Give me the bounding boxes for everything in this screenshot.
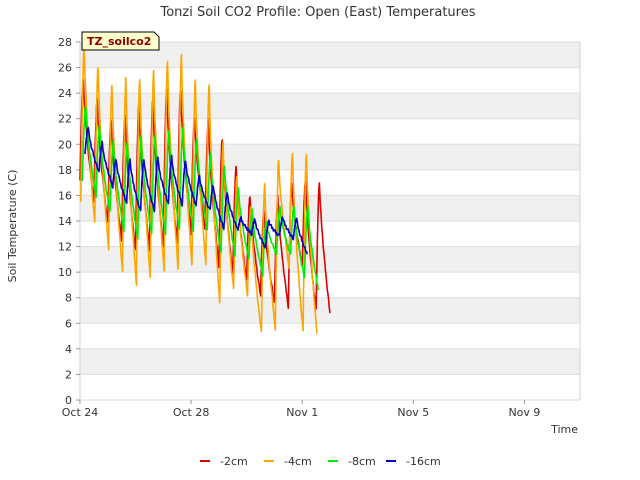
y-tick-label: 6 — [65, 317, 72, 330]
band — [80, 323, 580, 349]
y-tick-label: 24 — [58, 87, 72, 100]
y-tick-label: 0 — [65, 394, 72, 407]
x-tick-label: Oct 24 — [62, 406, 99, 419]
band — [80, 93, 580, 119]
band — [80, 374, 580, 400]
chart-title: Tonzi Soil CO2 Profile: Open (East) Temp… — [159, 5, 475, 20]
x-axis-label: Time — [550, 423, 578, 436]
band — [80, 272, 580, 298]
x-axis: Oct 24 Oct 28 Nov 1 Nov 5 Nov 9 — [62, 400, 540, 419]
band — [80, 246, 580, 273]
series-line-minus-2cm — [79, 79, 331, 314]
badge-label: TZ_soilco2 — [87, 35, 151, 48]
band — [80, 348, 580, 375]
series-line-minus-8cm — [81, 105, 320, 291]
site-badge: TZ_soilco2 — [81, 31, 160, 51]
series-line-minus-16cm — [84, 126, 308, 255]
band — [80, 221, 580, 247]
legend-label: -8cm — [348, 455, 376, 468]
y-tick-label: 28 — [58, 36, 72, 49]
badge-box — [81, 31, 160, 51]
y-tick-label: 26 — [58, 62, 72, 75]
series-layer — [79, 43, 331, 334]
y-tick-label: 4 — [65, 343, 72, 356]
x-tick-label: Nov 1 — [286, 406, 318, 419]
y-tick-label: 16 — [58, 189, 72, 202]
legend-label: -16cm — [406, 455, 441, 468]
x-tick-label: Nov 5 — [397, 406, 429, 419]
x-tick-label: Nov 9 — [508, 406, 540, 419]
y-tick-label: 12 — [58, 241, 72, 254]
plot-background-bands — [80, 42, 580, 400]
band — [80, 144, 580, 170]
x-tick-label: Oct 28 — [173, 406, 210, 419]
band — [80, 118, 580, 145]
y-tick-label: 22 — [58, 113, 72, 126]
band — [80, 42, 580, 68]
legend-label: -4cm — [284, 455, 312, 468]
y-tick-label: 10 — [58, 266, 72, 279]
band — [80, 67, 580, 94]
y-tick-label: 2 — [65, 368, 72, 381]
y-tick-label: 8 — [65, 292, 72, 305]
y-tick-label: 14 — [58, 215, 72, 228]
y-axis-label: Soil Temperature (C) — [6, 170, 19, 283]
legend-label: -2cm — [220, 455, 248, 468]
y-tick-label: 18 — [58, 164, 72, 177]
legend: -2cm -4cm -8cm -16cm — [200, 455, 441, 468]
y-tick-label: 20 — [58, 138, 72, 151]
